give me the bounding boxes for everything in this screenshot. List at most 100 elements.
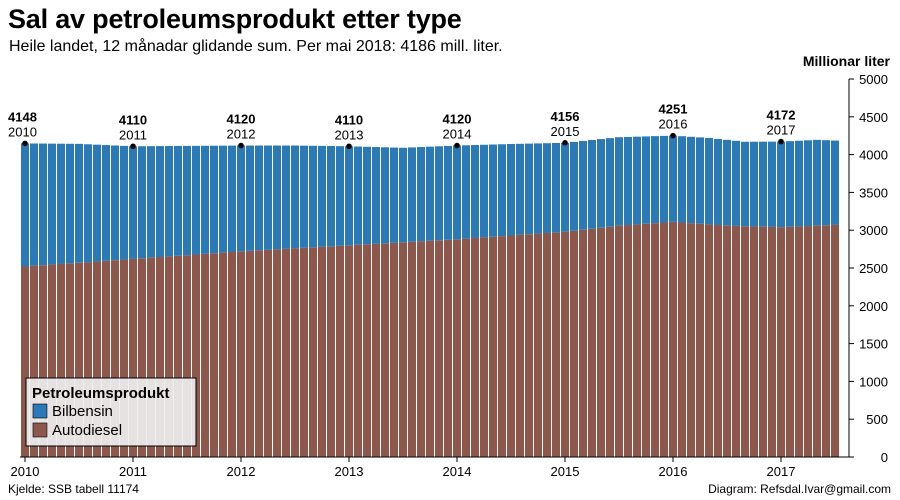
- credit-note: Diagram: Refsdal.Ivar@gmail.com: [708, 482, 891, 496]
- bar-autodiesel: [192, 254, 200, 457]
- bars-group: [21, 135, 839, 457]
- x-tick-label: 2017: [767, 464, 796, 479]
- bar-autodiesel: [552, 232, 560, 457]
- bar-autodiesel: [804, 226, 812, 457]
- bar-autodiesel: [147, 257, 155, 457]
- bar-bilbensin: [795, 140, 803, 227]
- bar-autodiesel: [678, 222, 686, 457]
- bar-autodiesel: [75, 262, 83, 457]
- bar-bilbensin: [759, 141, 767, 227]
- chart-subtitle: Heile landet, 12 månadar glidande sum. P…: [9, 38, 503, 55]
- y-tick-label: 2500: [859, 261, 888, 276]
- annotation-marker: [346, 143, 352, 150]
- bar-autodiesel: [741, 226, 749, 457]
- bar-autodiesel: [408, 241, 416, 457]
- bar-autodiesel: [246, 250, 254, 457]
- bar-autodiesel: [651, 223, 659, 457]
- bar-autodiesel: [561, 231, 569, 457]
- bar-bilbensin: [138, 146, 146, 259]
- bar-autodiesel: [426, 240, 434, 457]
- legend-swatch-autodiesel: [32, 422, 48, 438]
- bar-bilbensin: [777, 141, 785, 228]
- y-axis-unit-label: Millionar liter: [803, 53, 891, 69]
- bar-autodiesel: [453, 239, 461, 457]
- bar-autodiesel: [138, 258, 146, 457]
- y-tick-label: 500: [866, 412, 888, 427]
- bar-autodiesel: [102, 260, 110, 457]
- bar-bilbensin: [525, 143, 533, 235]
- bar-autodiesel: [462, 238, 470, 457]
- bar-bilbensin: [210, 145, 218, 254]
- annotation-value: 4251: [659, 102, 688, 117]
- bar-bilbensin: [705, 137, 713, 225]
- bar-autodiesel: [768, 226, 776, 457]
- bar-autodiesel: [381, 243, 389, 457]
- annotation-year: 2010: [8, 124, 37, 139]
- bar-bilbensin: [201, 145, 209, 254]
- annotation-marker: [562, 140, 568, 146]
- bar-bilbensin: [183, 145, 191, 256]
- bar-bilbensin: [696, 137, 704, 224]
- bar-autodiesel: [273, 249, 281, 457]
- bar-bilbensin: [354, 146, 362, 245]
- bar-autodiesel: [597, 227, 605, 457]
- bar-autodiesel: [813, 225, 821, 457]
- bar-bilbensin: [768, 141, 776, 227]
- x-tick-label: 2014: [443, 464, 472, 479]
- bar-autodiesel: [822, 225, 830, 457]
- bar-bilbensin: [786, 141, 794, 227]
- bar-autodiesel: [579, 229, 587, 457]
- bar-bilbensin: [318, 145, 326, 247]
- bar-autodiesel: [327, 246, 335, 457]
- bar-autodiesel: [588, 228, 596, 457]
- bar-autodiesel: [498, 236, 506, 457]
- bar-autodiesel: [507, 235, 515, 457]
- bar-bilbensin: [30, 143, 38, 266]
- bar-autodiesel: [30, 265, 38, 457]
- annotation-value: 4110: [335, 112, 363, 127]
- annotation-marker: [454, 142, 460, 149]
- bar-autodiesel: [354, 244, 362, 457]
- bar-autodiesel: [471, 238, 479, 457]
- bar-bilbensin: [741, 141, 749, 227]
- bar-bilbensin: [516, 143, 524, 235]
- bar-autodiesel: [516, 234, 524, 457]
- bar-autodiesel: [372, 243, 380, 457]
- annotation-year: 2012: [227, 127, 256, 142]
- bar-autodiesel: [237, 251, 245, 457]
- bar-bilbensin: [228, 145, 236, 252]
- bar-bilbensin: [579, 140, 587, 230]
- bar-bilbensin: [174, 145, 182, 256]
- legend-label-autodiesel: Autodiesel: [52, 422, 122, 439]
- bar-bilbensin: [381, 147, 389, 244]
- bar-bilbensin: [57, 143, 65, 264]
- bar-autodiesel: [345, 245, 353, 457]
- y-tick-label: 1000: [859, 374, 888, 389]
- bar-autodiesel: [435, 240, 443, 457]
- annotation-marker: [130, 143, 136, 150]
- annotation-marker: [670, 132, 676, 139]
- bar-bilbensin: [615, 137, 623, 226]
- annotation-marker: [22, 140, 28, 147]
- bar-autodiesel: [48, 264, 56, 457]
- bar-bilbensin: [498, 144, 506, 237]
- bar-autodiesel: [606, 226, 614, 457]
- bar-bilbensin: [129, 146, 137, 259]
- x-tick-label: 2016: [659, 464, 688, 479]
- bar-autodiesel: [714, 225, 722, 457]
- bar-bilbensin: [678, 136, 686, 223]
- y-tick-label: 2000: [859, 299, 888, 314]
- bar-autodiesel: [786, 226, 794, 457]
- x-axis: 2010 2011 2012 2013 2014 2015 2016 2017: [11, 456, 849, 479]
- bar-bilbensin: [570, 141, 578, 231]
- y-tick-label: 1500: [859, 337, 888, 352]
- source-note: Kjelde: SSB tabell 11174: [8, 482, 139, 496]
- bar-bilbensin: [156, 146, 164, 258]
- bar-autodiesel: [732, 225, 740, 457]
- bar-bilbensin: [732, 140, 740, 226]
- x-tick-label: 2011: [119, 464, 147, 479]
- bar-bilbensin: [111, 145, 119, 261]
- x-tick-label: 2010: [11, 464, 40, 479]
- bar-autodiesel: [165, 256, 173, 457]
- bar-bilbensin: [651, 136, 659, 224]
